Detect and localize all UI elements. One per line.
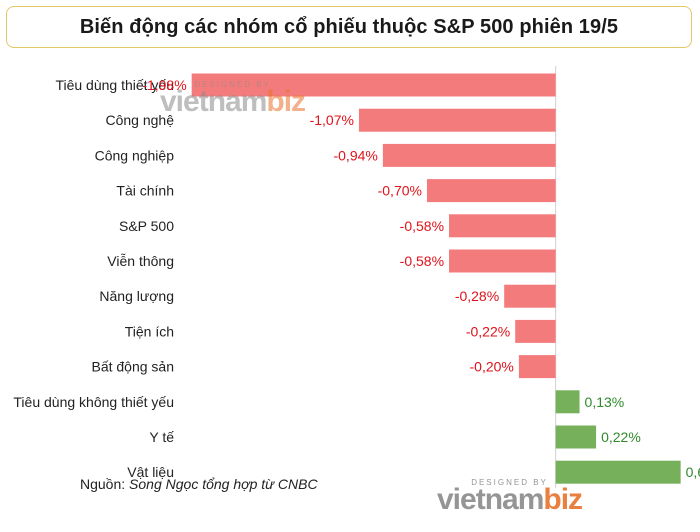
bar-negative: [449, 214, 556, 238]
bar-positive: [555, 390, 580, 414]
bar-negative: [504, 284, 556, 308]
source-label: Nguồn:: [80, 476, 126, 492]
watermark-top: DESIGNED BY vietnambiz: [160, 80, 306, 118]
data-label: -0,94%: [333, 147, 377, 163]
data-label: -1,98%: [142, 77, 186, 93]
data-label: -0,70%: [378, 183, 422, 199]
data-label: 0,22%: [601, 429, 641, 445]
category-label: Tài chính: [116, 183, 174, 199]
bar-negative: [191, 73, 556, 97]
bar-negative: [426, 179, 556, 203]
watermark-brand-2: vietnambiz: [437, 483, 583, 516]
category-label: Công nghệ: [105, 112, 174, 128]
category-label: Tiện ích: [125, 323, 174, 339]
bar-negative: [518, 355, 556, 379]
bar-negative: [358, 108, 556, 132]
chart-title-box: Biến động các nhóm cổ phiếu thuộc S&P 50…: [6, 6, 692, 48]
data-label: -1,07%: [310, 112, 354, 128]
data-label: 0,13%: [585, 394, 625, 410]
data-label: -0,20%: [470, 359, 514, 375]
data-label: 0,68%: [686, 464, 700, 480]
data-label: -0,58%: [400, 253, 444, 269]
category-label: Y tế: [149, 429, 174, 445]
data-label: -0,22%: [466, 323, 510, 339]
watermark-designed-by-2: DESIGNED BY: [471, 478, 548, 487]
bar-positive: [555, 425, 597, 449]
watermark-brand: vietnambiz: [160, 85, 306, 118]
category-label: Tiêu dùng không thiết yếu: [13, 394, 174, 410]
source-text: Song Ngọc tổng hợp từ CNBC: [129, 476, 318, 492]
bar-positive: [555, 460, 681, 484]
category-label: Tiêu dùng thiết yếu: [55, 77, 174, 93]
source-note: Nguồn: Song Ngọc tổng hợp từ CNBC: [80, 476, 318, 492]
chart-title: Biến động các nhóm cổ phiếu thuộc S&P 50…: [79, 15, 619, 38]
watermark-bottom: DESIGNED BY vietnambiz: [437, 478, 583, 516]
bar-negative: [515, 319, 556, 343]
watermark-designed-by: DESIGNED BY: [194, 80, 271, 89]
data-label: -0,28%: [455, 288, 499, 304]
category-label: Vật liệu: [127, 464, 174, 480]
category-label: Công nghiệp: [95, 147, 175, 163]
category-label: Bất động sản: [91, 359, 174, 375]
category-label: Viễn thông: [107, 253, 174, 269]
category-label: Năng lượng: [99, 288, 174, 304]
category-label: S&P 500: [119, 218, 174, 234]
bar-negative: [449, 249, 556, 273]
bar-negative: [382, 143, 556, 167]
data-label: -0,58%: [400, 218, 444, 234]
